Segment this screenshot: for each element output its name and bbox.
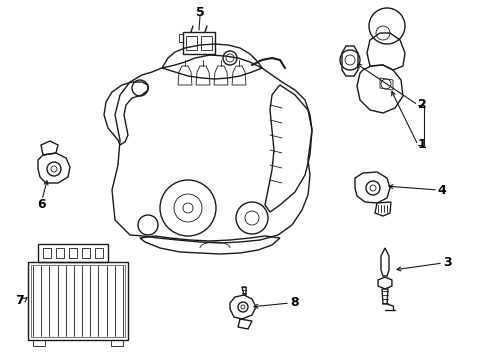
Text: 4: 4 <box>437 184 446 197</box>
Bar <box>95 248 103 258</box>
Bar <box>185 36 197 50</box>
Text: 6: 6 <box>38 198 46 211</box>
Bar <box>31 265 125 337</box>
Bar <box>201 36 212 50</box>
Bar <box>56 248 64 258</box>
Text: 5: 5 <box>195 5 204 18</box>
Text: 1: 1 <box>417 139 426 152</box>
Bar <box>82 248 90 258</box>
Text: 8: 8 <box>290 297 299 310</box>
Bar <box>38 244 108 262</box>
Bar <box>69 248 77 258</box>
Bar <box>111 340 123 346</box>
Text: 7: 7 <box>16 293 24 306</box>
Bar <box>28 262 128 340</box>
Text: 3: 3 <box>443 256 451 269</box>
Bar <box>43 248 51 258</box>
Text: 2: 2 <box>417 99 426 112</box>
Bar <box>33 340 45 346</box>
Bar <box>183 32 215 54</box>
